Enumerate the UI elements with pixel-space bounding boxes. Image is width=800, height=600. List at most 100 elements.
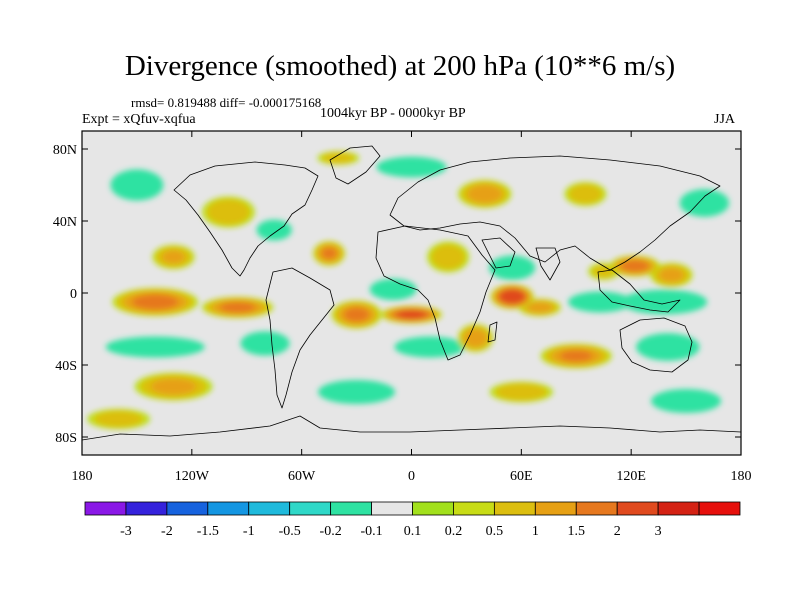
anomaly-contour	[132, 294, 178, 310]
coast-india	[535, 247, 561, 281]
lon-tick-label: 120E	[616, 469, 646, 484]
anomaly-contour	[499, 289, 525, 304]
anomaly-contour	[256, 219, 292, 241]
plot-title: Divergence (smoothed) at 200 hPa (10**6 …	[124, 50, 676, 82]
colorbar-swatch	[166, 501, 209, 516]
colorbar-label: 3	[655, 524, 662, 539]
anomaly-9	[240, 331, 290, 356]
anomaly-contour	[151, 378, 196, 395]
coastlines	[82, 145, 741, 441]
lon-tick-label: 0	[408, 469, 415, 484]
stats-label: rmsd= 0.819488 diff= -0.000175168	[131, 95, 322, 110]
colorbar-swatch	[453, 501, 495, 516]
anomaly-contour	[397, 310, 426, 319]
colorbar-swatch	[125, 501, 168, 516]
anomaly-contour	[659, 267, 684, 283]
anomaly-2	[317, 151, 360, 165]
colorbar-label: -3	[120, 524, 132, 539]
anomaly-15	[650, 262, 693, 288]
colorbar-swatch	[248, 501, 291, 516]
anomaly-contour	[344, 307, 369, 322]
anomaly-contour	[105, 336, 205, 358]
colorbar-swatch	[289, 501, 332, 516]
longitude-axis: 180 120W 60W 0 60E 120E 180	[72, 131, 752, 484]
coast-australia	[619, 317, 693, 373]
coast-europe-asia	[389, 155, 721, 271]
colorbar-swatch	[534, 501, 577, 516]
anomaly-11	[152, 244, 195, 270]
colorbar-swatch	[207, 501, 250, 516]
anomaly-18	[568, 291, 632, 313]
anomaly-3	[427, 241, 470, 273]
anomaly-contour	[207, 199, 250, 225]
colorbar-swatch	[493, 501, 536, 516]
lat-tick-label: 40S	[55, 359, 77, 374]
anomaly-contour	[110, 169, 164, 201]
anomaly-14	[636, 333, 700, 361]
lon-tick-label: 60W	[288, 469, 316, 484]
anomaly-contour	[621, 289, 708, 315]
lat-tick-label: 80N	[53, 143, 77, 158]
coast-madagascar	[487, 321, 498, 343]
anomaly-6	[651, 388, 722, 414]
colorbar: -3 -2 -1.5 -1 -0.5 -0.2 -0.1 0.1 0.2 0.5 1 1.5 2 3	[84, 501, 741, 539]
anomaly-30	[609, 255, 660, 277]
anomaly-20	[105, 336, 205, 358]
coast-greenland	[329, 145, 381, 185]
lon-tick-label: 180	[72, 469, 93, 484]
anomaly-contour	[240, 331, 290, 356]
anomaly-contour	[162, 250, 185, 264]
lon-tick-label: 120W	[175, 469, 210, 484]
anomaly-1	[87, 408, 150, 430]
anomaly-31	[380, 305, 443, 324]
anomaly-contour	[376, 156, 447, 178]
anomaly-contour	[369, 278, 417, 301]
anomaly-contour	[568, 184, 602, 204]
colorbar-swatch	[84, 501, 127, 516]
lat-tick-label: 40N	[53, 215, 77, 230]
anomaly-13	[679, 189, 730, 217]
coast-north-america	[173, 161, 319, 277]
coast-southeast-asia	[597, 269, 681, 313]
colorbar-label: 0.5	[486, 524, 504, 539]
season-label: JJA	[714, 112, 736, 127]
colorbar-label: -0.2	[320, 524, 342, 539]
colorbar-swatch	[616, 501, 659, 516]
anomaly-contour	[318, 379, 396, 405]
anomaly-contour	[560, 350, 593, 362]
anomaly-16	[256, 219, 292, 241]
coast-antarctica	[82, 415, 741, 441]
colorbar-label: -1.5	[197, 524, 219, 539]
anomaly-12	[110, 169, 164, 201]
anomaly-contour	[220, 302, 256, 313]
anomaly-contour	[526, 302, 553, 313]
anomaly-23	[457, 324, 494, 352]
anomaly-contour	[322, 152, 355, 164]
lat-tick-label: 0	[70, 287, 77, 302]
anomaly-17	[134, 372, 213, 401]
period-label: 1004kyr BP - 0000kyr BP	[320, 106, 466, 121]
anomaly-contour	[467, 184, 502, 204]
lat-tick-label: 80S	[55, 431, 77, 446]
anomaly-26	[540, 343, 612, 369]
colorbar-label: 0.2	[445, 524, 463, 539]
colorbar-label: -0.1	[360, 524, 382, 539]
anomaly-8	[202, 196, 255, 228]
lon-tick-label: 60E	[510, 469, 533, 484]
anomaly-contour	[394, 336, 466, 358]
anomaly-28	[201, 296, 274, 318]
anomaly-contour	[464, 328, 488, 348]
anomaly-34	[369, 278, 417, 301]
anomaly-contour	[636, 333, 700, 361]
anomaly-contour	[94, 411, 143, 427]
colorbar-label: -1	[243, 524, 255, 539]
anomaly-22	[458, 180, 512, 208]
colorbar-label: -0.5	[279, 524, 301, 539]
colorbar-swatch	[412, 501, 454, 516]
colorbar-label: 0.1	[404, 524, 422, 539]
anomaly-7	[376, 156, 447, 178]
colorbar-label: 1.5	[568, 524, 586, 539]
anomaly-33	[490, 284, 534, 309]
anomaly-25	[313, 241, 346, 266]
